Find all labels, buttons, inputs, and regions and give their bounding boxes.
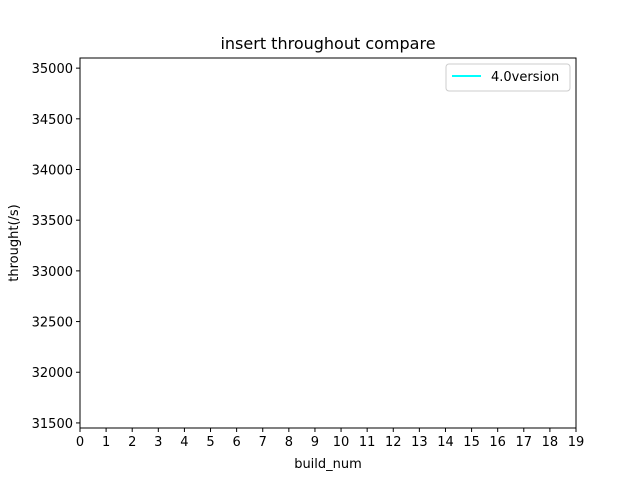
- x-tick-label: 7: [259, 435, 267, 450]
- x-tick-label: 1: [102, 435, 110, 450]
- x-tick-label: 14: [437, 435, 454, 450]
- x-tick-label: 17: [516, 435, 533, 450]
- x-tick-label: 16: [489, 435, 506, 450]
- chart-title: insert throughout compare: [220, 34, 435, 53]
- x-tick-label: 12: [385, 435, 402, 450]
- y-tick-label: 32000: [32, 366, 73, 381]
- y-tick-label: 34500: [32, 113, 73, 128]
- y-tick-label: 35000: [32, 62, 73, 77]
- x-tick-label: 15: [463, 435, 480, 450]
- x-tick-label: 8: [285, 435, 293, 450]
- x-tick-label: 3: [154, 435, 162, 450]
- legend-box: [445, 63, 571, 92]
- y-tick-label: 31500: [32, 417, 73, 432]
- y-tick-label: 33000: [32, 265, 73, 280]
- x-tick-label: 10: [333, 435, 350, 450]
- x-tick-label: 6: [232, 435, 240, 450]
- x-axis: 0 1 2 3 4 5 6 7 8 9 10 11 12 13 14 15 16 17 18 19: [76, 428, 584, 450]
- x-tick-label: 5: [206, 435, 214, 450]
- legend: 4.0version: [445, 63, 571, 92]
- y-tick-label: 34000: [32, 164, 73, 179]
- legend-label-4-0version: 4.0version: [491, 70, 559, 85]
- x-tick-label: 0: [76, 435, 84, 450]
- y-axis: 31500 32000 32500 33000 33500 34000 34500 35000: [32, 62, 80, 432]
- x-tick-label: 2: [128, 435, 136, 450]
- x-tick-label: 19: [568, 435, 585, 450]
- x-tick-label: 18: [542, 435, 559, 450]
- y-tick-label: 32500: [32, 316, 73, 331]
- plot-area: [79, 57, 577, 429]
- x-tick-label: 4: [180, 435, 188, 450]
- x-axis-label: build_num: [294, 457, 362, 472]
- y-tick-label: 33500: [32, 214, 73, 229]
- y-axis-label: throught(/s): [7, 204, 22, 281]
- x-tick-label: 11: [359, 435, 376, 450]
- x-tick-label: 13: [411, 435, 428, 450]
- x-tick-label: 9: [311, 435, 319, 450]
